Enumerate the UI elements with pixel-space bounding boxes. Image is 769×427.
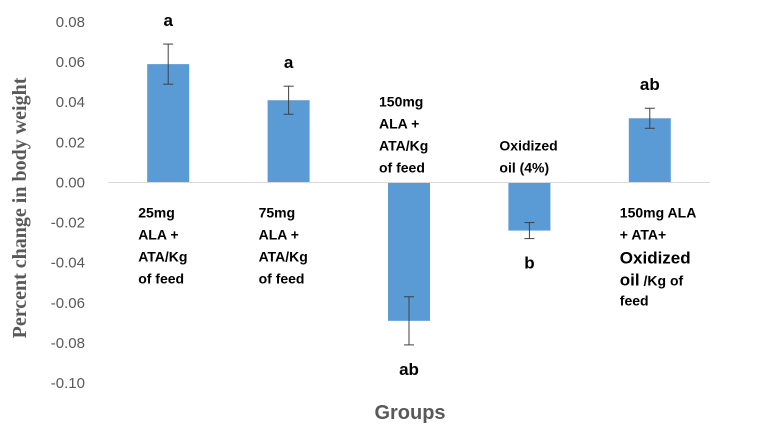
category-labels: 25mg ALA + ATA/Kg of feed 75mg ALA + ATA/Kg of … <box>138 93 696 308</box>
category-label-line: of feed <box>259 270 305 286</box>
bars <box>147 64 671 321</box>
y-axis-label: Percent change in body weight <box>9 77 31 338</box>
category-label: Oxidized oil (4%) <box>499 137 557 175</box>
category-label-line: ALA + <box>259 226 299 242</box>
significance-label: b <box>524 254 534 273</box>
category-label-line: Oxidized <box>499 137 557 153</box>
category-label: 25mg ALA + ATA/Kg of feed <box>138 204 187 286</box>
category-label-line: feed <box>620 292 649 308</box>
category-label-line: ATA/Kg <box>138 248 187 264</box>
y-tick-label: 0.06 <box>56 54 85 71</box>
significance-label: ab <box>399 360 419 379</box>
significance-label: a <box>284 53 294 72</box>
y-tick-label: -0.08 <box>51 335 85 352</box>
category-label-line: Oxidized <box>620 248 691 267</box>
category-label-line: + ATA+ <box>620 226 666 242</box>
y-tick-label: -0.04 <box>51 255 85 272</box>
significance-label: a <box>163 11 173 30</box>
category-label-line: ATA/Kg <box>379 137 428 153</box>
y-tick-label: 0.00 <box>56 174 85 191</box>
y-tick-label: -0.06 <box>51 295 85 312</box>
significance-labels: a a ab b ab <box>163 11 659 379</box>
y-tick-label: 0.02 <box>56 134 85 151</box>
y-tick-label: -0.10 <box>51 375 85 392</box>
category-label-line: ALA + <box>379 115 419 131</box>
x-axis-label: Groups <box>374 402 445 424</box>
category-label: 150mg ALA + ATA/Kg of feed <box>379 93 428 175</box>
category-label: 75mg ALA + ATA/Kg of feed <box>259 204 308 286</box>
category-label-line: oil (4%) <box>499 159 549 175</box>
error-bars <box>163 43 655 346</box>
category-label-line: 75mg <box>259 204 296 220</box>
category-label: 150mg ALA + ATA+ Oxidized oil /Kg of feed <box>620 204 697 308</box>
category-label-line: 25mg <box>138 204 175 220</box>
category-label-line: ALA + <box>138 226 178 242</box>
category-label-line: of feed <box>379 159 425 175</box>
category-label-line: 150mg <box>379 93 423 109</box>
y-axis-ticks: 0.08 0.06 0.04 0.02 0.00 -0.02 -0.04 -0.06 -0.08… <box>51 14 85 392</box>
bar <box>628 118 671 183</box>
category-label-line: ATA/Kg <box>259 248 308 264</box>
category-label-line: of feed <box>138 270 184 286</box>
y-tick-label: 0.04 <box>56 94 85 111</box>
y-tick-label: -0.02 <box>51 215 85 232</box>
significance-label: ab <box>640 75 660 94</box>
category-label-line: oil <box>620 270 640 289</box>
category-label-line: 150mg ALA <box>620 204 697 220</box>
category-label-line-tail: /Kg of <box>640 272 684 288</box>
y-tick-label: 0.08 <box>56 14 85 31</box>
